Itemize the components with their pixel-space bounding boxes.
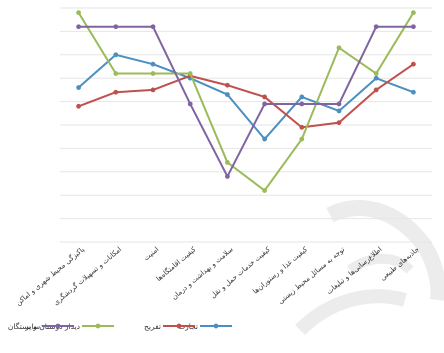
data-point bbox=[150, 24, 156, 30]
legend-marker bbox=[95, 323, 101, 329]
data-point bbox=[411, 24, 416, 30]
watermark-logo bbox=[295, 200, 444, 336]
data-point bbox=[299, 94, 305, 100]
data-point bbox=[225, 174, 230, 179]
data-point bbox=[336, 45, 342, 51]
data-point bbox=[373, 75, 379, 81]
x-tick-label: سلامت و بهداشت و درمان bbox=[170, 245, 235, 301]
x-tick-label: امنیت bbox=[142, 245, 160, 262]
data-point bbox=[225, 82, 230, 88]
legend-marker bbox=[213, 323, 219, 329]
gridlines bbox=[60, 7, 432, 243]
data-point bbox=[76, 10, 81, 16]
data-point bbox=[113, 89, 119, 95]
series-line-1 bbox=[77, 53, 414, 141]
data-point bbox=[187, 101, 193, 107]
data-point bbox=[187, 71, 193, 76]
data-point bbox=[373, 71, 379, 76]
series-line-4 bbox=[78, 25, 414, 178]
legend-marker bbox=[55, 323, 61, 329]
data-point bbox=[150, 61, 156, 67]
data-point bbox=[336, 120, 342, 126]
data-point bbox=[373, 87, 379, 93]
data-point bbox=[411, 61, 416, 67]
data-point bbox=[336, 101, 342, 107]
x-tick-label: امکانات و تسهیلات گردشگری bbox=[51, 245, 123, 307]
x-tick-label: توجه به مسائل محیط زیستی bbox=[277, 245, 347, 305]
data-point bbox=[113, 71, 119, 76]
data-point bbox=[336, 108, 342, 114]
data-point bbox=[76, 24, 81, 30]
data-point bbox=[373, 24, 379, 30]
x-tick-label: پاکیزگی محیط شهری و اماکن bbox=[14, 245, 86, 308]
data-point bbox=[299, 136, 305, 142]
data-point bbox=[113, 52, 119, 58]
data-point bbox=[150, 71, 156, 76]
series-line-3 bbox=[77, 12, 415, 192]
data-point bbox=[262, 94, 267, 100]
data-point bbox=[299, 101, 305, 107]
data-point bbox=[225, 92, 230, 97]
data-point bbox=[299, 124, 305, 130]
data-point bbox=[262, 136, 267, 142]
data-point bbox=[225, 160, 230, 165]
data-point bbox=[76, 85, 81, 90]
series-layer bbox=[76, 10, 416, 193]
data-point bbox=[411, 89, 416, 95]
legend-label: تفریح bbox=[144, 322, 161, 331]
series-line-2 bbox=[78, 63, 414, 129]
data-point bbox=[411, 10, 416, 16]
data-point bbox=[113, 24, 119, 30]
legend-label: سایر bbox=[24, 322, 40, 331]
legend-marker bbox=[176, 323, 182, 329]
data-point bbox=[76, 103, 81, 109]
data-point bbox=[262, 101, 267, 107]
data-point bbox=[262, 188, 267, 193]
x-tick-label: کیفیت خدمات حمل و نقل bbox=[209, 245, 272, 300]
data-point bbox=[150, 87, 156, 93]
